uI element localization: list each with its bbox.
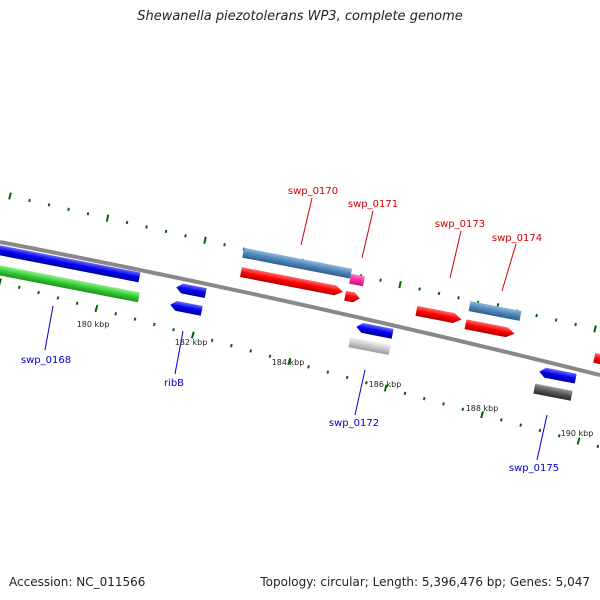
leader-swp-0171 (361, 210, 374, 259)
outer-tick (67, 207, 70, 211)
outer-tick (379, 278, 382, 282)
inner-tick (307, 365, 310, 369)
leader-swp-0170 (300, 197, 313, 246)
inner-tick (326, 370, 330, 374)
scale-label-180: 180 kbp (77, 320, 110, 329)
inner-tick (114, 312, 118, 316)
inner-tick (230, 343, 233, 348)
inner-tick (152, 322, 156, 327)
scale-label-184: 184 kbp (272, 358, 305, 367)
inner-tick (345, 375, 349, 380)
outer-tick (145, 225, 148, 229)
genome-backbone (0, 240, 600, 377)
inner-tick (365, 381, 368, 385)
genome-title: Shewanella piezotolerans WP3, complete g… (137, 9, 463, 24)
scale-label-182: 182 kbp (175, 338, 208, 347)
inner-tick (461, 407, 465, 411)
inner-tick (403, 391, 407, 396)
gene-ribB-b[interactable] (169, 300, 203, 316)
gene-swp-0175-a[interactable] (538, 367, 577, 384)
gene-label-swp-0168: swp_0168 (21, 355, 71, 366)
outer-tick (457, 296, 460, 300)
outer-tick (593, 325, 597, 333)
inner-tick (56, 296, 60, 300)
gene-swp-0172-a[interactable] (355, 322, 394, 339)
leader-swp-0172 (354, 369, 366, 416)
topology-text: Topology: circular; Length: 5,396,476 bp… (260, 575, 590, 589)
inner-tick (172, 328, 175, 332)
inner-tick (75, 301, 79, 305)
outer-tick (554, 318, 558, 322)
gene-swp-0171-inner[interactable] (344, 290, 361, 304)
inner-tick (17, 285, 21, 289)
inner-tick (249, 349, 253, 353)
scale-label-190: 190 kbp (561, 429, 594, 438)
gene-label-swp-0173: swp_0173 (435, 219, 485, 230)
outer-tick (437, 291, 441, 296)
inner-tick (383, 384, 388, 392)
outer-tick (8, 192, 12, 200)
gene-label-ribB: ribB (164, 378, 184, 389)
inner-tick (37, 290, 40, 295)
gene-swp-0168-outer[interactable] (0, 243, 141, 283)
gene-swp-0174-outer[interactable] (468, 301, 522, 321)
leader-swp-0168 (44, 305, 54, 351)
inner-tick (596, 444, 600, 449)
outer-tick (164, 229, 168, 234)
gene-swp-0174-inner[interactable] (464, 319, 516, 338)
outer-tick (105, 214, 110, 222)
gene-swp-0173[interactable] (415, 305, 462, 325)
gene-label-swp-0175: swp_0175 (509, 463, 559, 474)
inner-tick (190, 331, 195, 339)
gene-swp-0170-outer[interactable] (242, 247, 353, 279)
outer-tick (574, 322, 577, 327)
outer-tick (184, 234, 187, 238)
leader-swp-0174 (501, 243, 517, 292)
outer-tick (47, 203, 51, 207)
outer-tick (125, 220, 129, 225)
inner-tick (133, 317, 137, 321)
gene-ribB-a[interactable] (175, 282, 207, 298)
gene-swp-0168-inner[interactable] (0, 263, 140, 303)
inner-tick (538, 428, 542, 433)
leader-swp-0173 (449, 230, 462, 279)
gene-swp-0170-inner[interactable] (240, 267, 344, 297)
gene-swp-0175-b[interactable] (533, 383, 573, 401)
inner-tick-track (0, 278, 600, 449)
leader-ribB (174, 330, 184, 375)
outer-tick (398, 280, 402, 289)
outer-tick (535, 313, 538, 318)
inner-tick (576, 437, 581, 445)
inner-tick (210, 338, 214, 343)
outer-tick (203, 236, 207, 244)
scale-label-188: 188 kbp (466, 404, 499, 413)
inner-tick (557, 434, 561, 438)
inner-tick (442, 402, 445, 406)
inner-tick (287, 357, 292, 366)
outer-tick (28, 198, 31, 203)
inner-tick (480, 410, 484, 419)
inner-tick (422, 396, 426, 401)
gene-swp-0171-outer[interactable] (349, 273, 365, 287)
inner-tick (500, 418, 503, 422)
gene-label-swp-0172: swp_0172 (329, 418, 379, 429)
leader-swp-0175 (536, 414, 548, 461)
gene-edge-red[interactable] (593, 352, 600, 366)
gene-swp-0172-b[interactable] (348, 337, 391, 355)
outer-tick (223, 243, 226, 247)
inner-tick (94, 304, 99, 313)
gene-label-swp-0174: swp_0174 (492, 233, 542, 244)
outer-tick (418, 287, 421, 291)
gene-label-swp-0170: swp_0170 (288, 186, 338, 197)
scale-label-186: 186 kbp (369, 380, 402, 389)
inner-tick (0, 278, 2, 286)
accession-text: Accession: NC_011566 (9, 575, 146, 589)
outer-tick (86, 212, 90, 216)
gene-label-swp-0171: swp_0171 (348, 199, 398, 210)
inner-tick (519, 423, 523, 427)
inner-tick (268, 354, 272, 358)
